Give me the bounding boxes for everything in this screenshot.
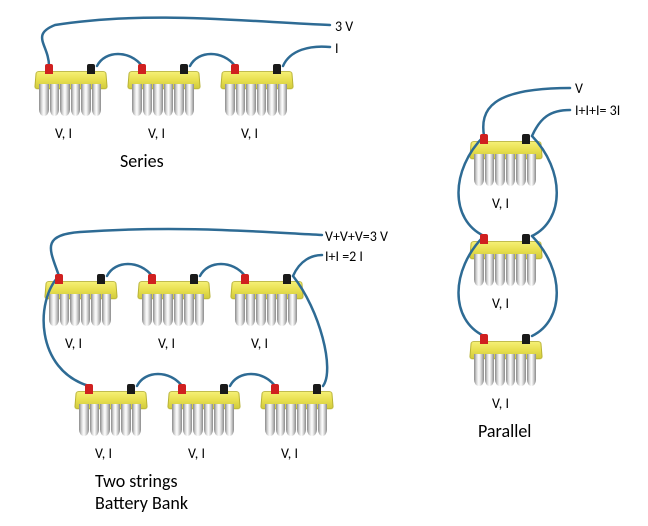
series-bat1-label: V, I bbox=[55, 125, 72, 142]
series-output-v: 3 V bbox=[335, 18, 353, 35]
twostrings-title2: Battery Bank bbox=[95, 492, 188, 514]
parallel-output-v: V bbox=[575, 80, 583, 97]
parallel-bat2-label: V, I bbox=[492, 295, 509, 312]
series-title: Series bbox=[120, 150, 164, 172]
twostrings-r1b1-label: V, I bbox=[65, 335, 82, 352]
twostrings-output-v: V+V+V=3 V bbox=[325, 228, 388, 245]
twostrings-r2-b2 bbox=[168, 380, 238, 436]
twostrings-r2b2-label: V, I bbox=[188, 445, 205, 462]
series-battery-2 bbox=[128, 60, 198, 116]
twostrings-title1: Two strings bbox=[95, 470, 178, 492]
twostrings-r1b3-label: V, I bbox=[251, 335, 268, 352]
parallel-battery-3 bbox=[470, 330, 540, 386]
series-output-i: I bbox=[335, 40, 339, 57]
twostrings-r1b2-label: V, I bbox=[158, 335, 175, 352]
parallel-output-i: I+I+I= 3I bbox=[575, 102, 620, 119]
parallel-title: Parallel bbox=[478, 420, 531, 442]
twostrings-r2-b1 bbox=[75, 380, 145, 436]
twostrings-r2b3-label: V, I bbox=[281, 445, 298, 462]
twostrings-r1-b3 bbox=[231, 270, 301, 326]
series-battery-3 bbox=[221, 60, 291, 116]
parallel-battery-1 bbox=[470, 130, 540, 186]
series-bat3-label: V, I bbox=[241, 125, 258, 142]
twostrings-r2-b3 bbox=[261, 380, 331, 436]
twostrings-r2b1-label: V, I bbox=[95, 445, 112, 462]
series-battery-1 bbox=[35, 60, 105, 116]
twostrings-r1-b2 bbox=[138, 270, 208, 326]
parallel-bat1-label: V, I bbox=[492, 195, 509, 212]
twostrings-output-i: I+I =2 I bbox=[325, 248, 363, 265]
series-bat2-label: V, I bbox=[148, 125, 165, 142]
parallel-battery-2 bbox=[470, 230, 540, 286]
twostrings-r1-b1 bbox=[45, 270, 115, 326]
parallel-bat3-label: V, I bbox=[492, 395, 509, 412]
